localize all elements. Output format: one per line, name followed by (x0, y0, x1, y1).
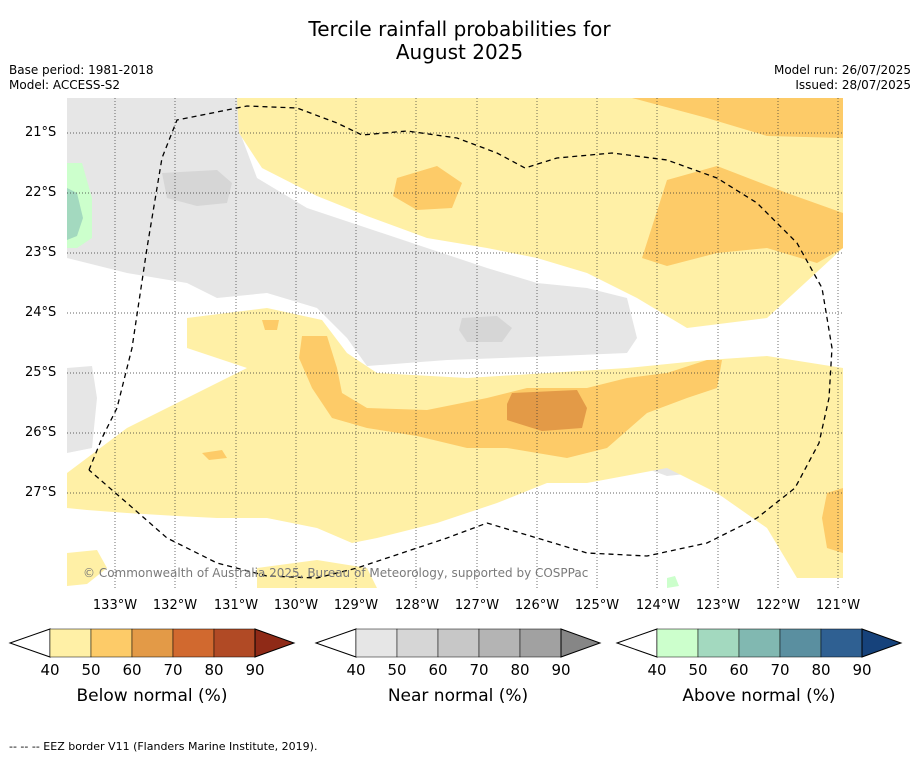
colorbar-swatch (560, 628, 602, 658)
lat-label: 22°S (25, 185, 57, 200)
colorbar-tick: 60 (428, 661, 448, 679)
colorbar-tick: 90 (245, 661, 265, 679)
colorbar-tick: 70 (163, 661, 183, 679)
colorbar-swatch (90, 628, 133, 658)
colorbar-title-above: Above normal (%) (682, 686, 836, 706)
colorbar-swatch (820, 628, 863, 658)
colorbar-title-near: Near normal (%) (387, 686, 529, 706)
lat-label: 24°S (25, 305, 57, 320)
lat-label: 26°S (25, 425, 57, 440)
title-line-1: Tercile rainfall probabilities for (308, 17, 611, 41)
colorbar-tick: 80 (811, 661, 831, 679)
colorbar-near-normal (314, 628, 602, 658)
lon-label: 130°W (273, 598, 319, 613)
colorbar-title-below: Below normal (%) (76, 686, 228, 706)
colorbar-swatch (49, 628, 92, 658)
model-run: Model run: 26/07/2025 (773, 63, 911, 77)
below-normal-north (237, 98, 843, 328)
eez-legend-footer: -- -- -- EEZ border V11 (Flanders Marine… (9, 740, 318, 753)
colorbar-swatch (478, 628, 521, 658)
lon-label: 129°W (333, 598, 379, 613)
colorbar-swatch (254, 628, 296, 658)
lon-label: 123°W (695, 598, 741, 613)
below-normal-50 (632, 98, 843, 138)
colorbar-tick: 70 (469, 661, 489, 679)
colorbar-below-normal (8, 628, 296, 658)
map-title: Tercile rainfall probabilities for Augus… (0, 18, 919, 64)
colorbar-tick: 40 (346, 661, 366, 679)
colorbar-tick: 50 (387, 661, 407, 679)
colorbar-tick: 70 (770, 661, 790, 679)
colorbar-swatch (697, 628, 740, 658)
colorbar-tick: 80 (510, 661, 530, 679)
colorbar-tick: 50 (81, 661, 101, 679)
near-normal-region (67, 98, 637, 366)
base-period: Base period: 1981-2018 (9, 63, 154, 77)
lon-label: 132°W (152, 598, 198, 613)
colorbar-swatch (213, 628, 256, 658)
lon-label: 126°W (514, 598, 560, 613)
colorbar-swatch (738, 628, 781, 658)
lat-label: 21°S (25, 125, 57, 140)
gridlines (67, 98, 843, 588)
colorbar-tick: 60 (729, 661, 749, 679)
title-line-2: August 2025 (395, 40, 524, 64)
colorbar-swatch (172, 628, 215, 658)
below-normal-60 (507, 390, 587, 431)
probability-map: © Commonwealth of Australia 2025, Bureau… (67, 98, 843, 588)
lon-label: 127°W (454, 598, 500, 613)
colorbar-swatch (355, 628, 398, 658)
colorbar-tick: 60 (122, 661, 142, 679)
meta-right: Model run: 26/07/2025 Issued: 28/07/2025 (774, 63, 911, 93)
lat-label: 27°S (25, 485, 57, 500)
issued-date: Issued: 28/07/2025 (795, 78, 911, 92)
colorbar-swatch (437, 628, 480, 658)
meta-left: Base period: 1981-2018 Model: ACCESS-S2 (9, 63, 154, 93)
colorbar-tick: 90 (852, 661, 872, 679)
colorbar-swatch (396, 628, 439, 658)
colorbar-swatch (779, 628, 822, 658)
lon-label: 133°W (92, 598, 138, 613)
copyright-notice: © Commonwealth of Australia 2025, Bureau… (83, 566, 588, 580)
lon-label: 131°W (213, 598, 259, 613)
colorbar-tick: 80 (204, 661, 224, 679)
lon-label: 121°W (815, 598, 861, 613)
model-name: Model: ACCESS-S2 (9, 78, 121, 92)
lon-label: 122°W (755, 598, 801, 613)
lat-label: 23°S (25, 245, 57, 260)
colorbar-swatch (131, 628, 174, 658)
colorbar-tick: 90 (551, 661, 571, 679)
lon-label: 128°W (394, 598, 440, 613)
colorbar-above-normal (615, 628, 903, 658)
colorbar-swatch (656, 628, 699, 658)
lon-label: 125°W (574, 598, 620, 613)
colorbar-tick: 50 (688, 661, 708, 679)
eez-border (88, 105, 833, 579)
lat-label: 25°S (25, 365, 57, 380)
lon-label: 124°W (635, 598, 681, 613)
colorbar-tick: 40 (647, 661, 667, 679)
colorbar-tick: 40 (40, 661, 60, 679)
colorbar-swatch (519, 628, 562, 658)
colorbar-swatch (861, 628, 903, 658)
